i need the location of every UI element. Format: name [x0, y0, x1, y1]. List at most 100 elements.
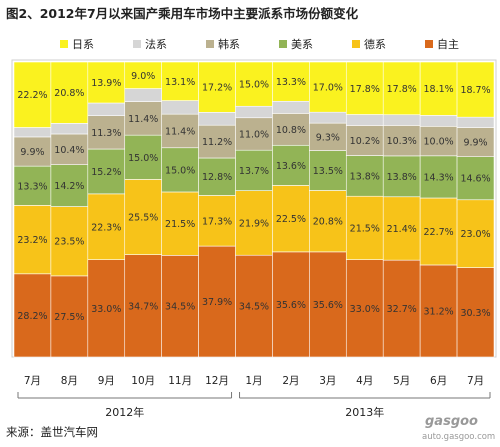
data-label-series-3-2: 11.3%: [91, 128, 121, 139]
x-tick-label-7: 2月: [282, 375, 299, 387]
data-label-series-3-8: 9.3%: [316, 132, 340, 143]
data-label-series-1-7: 22.5%: [276, 214, 306, 225]
bar-segment-series-5-6: [235, 61, 273, 107]
data-label-series-2-0: 13.3%: [17, 181, 47, 192]
legend-swatch-series-1: [352, 40, 360, 48]
year-group-label-0: 2012年: [105, 405, 144, 419]
bar-segment-series-1-11: [419, 197, 458, 266]
data-label-series-0-1: 27.5%: [54, 312, 84, 323]
bar-segment-series-2-4: [161, 147, 199, 193]
data-label-series-5-3: 9.0%: [131, 71, 155, 82]
x-tick-label-11: 6月: [430, 375, 447, 387]
data-label-series-2-7: 13.6%: [276, 161, 306, 172]
data-label-series-1-6: 21.9%: [239, 218, 269, 229]
bar-segment-series-3-8: [309, 122, 347, 151]
bar-segment-series-1-1: [50, 206, 89, 277]
bar-segment-series-0-8: [309, 251, 347, 358]
bar-segment-series-5-2: [87, 61, 126, 104]
data-label-series-3-3: 11.4%: [128, 114, 158, 125]
bar-segment-series-4-10: [382, 114, 421, 126]
data-label-series-5-12: 18.7%: [460, 85, 490, 96]
bar-segment-series-3-1: [50, 133, 89, 165]
x-tick-label-1: 8月: [61, 375, 78, 387]
bar-segment-series-5-4: [161, 61, 199, 101]
data-label-series-3-11: 10.0%: [424, 137, 454, 148]
bar-segment-series-2-7: [272, 144, 310, 186]
bar-segment-series-1-2: [87, 193, 126, 260]
data-label-series-1-0: 23.2%: [17, 235, 47, 246]
data-label-series-2-10: 13.8%: [387, 172, 417, 183]
x-tick-label-12: 7月: [467, 375, 484, 387]
data-label-series-2-3: 15.0%: [128, 153, 158, 164]
data-label-series-5-11: 18.1%: [424, 84, 454, 95]
legend-swatch-series-2: [279, 40, 287, 48]
bar-segment-series-5-12: [456, 61, 495, 118]
bar-segment-series-5-0: [13, 61, 52, 128]
bar-segment-series-4-0: [13, 127, 52, 138]
legend-label-series-4: 法系: [145, 37, 167, 51]
data-label-series-2-2: 15.2%: [91, 167, 121, 178]
bar-segment-series-5-1: [50, 61, 89, 124]
data-label-series-1-11: 22.7%: [424, 227, 454, 238]
data-label-series-0-8: 35.6%: [313, 300, 343, 311]
legend-swatch-series-0: [425, 40, 433, 48]
bar-segment-series-4-1: [50, 123, 89, 135]
bar-segment-series-4-11: [419, 115, 458, 127]
data-label-series-5-6: 15.0%: [239, 80, 269, 91]
bar-segment-series-0-5: [198, 245, 236, 358]
data-label-series-1-9: 21.5%: [350, 223, 380, 234]
legend-swatch-series-5: [60, 40, 68, 48]
legend-label-series-3: 韩系: [218, 37, 240, 51]
year-group-label-1: 2013年: [345, 405, 384, 419]
bar-segment-series-0-6: [235, 254, 273, 358]
data-label-series-5-9: 17.8%: [350, 84, 380, 95]
data-label-series-1-2: 22.3%: [91, 222, 121, 233]
legend-label-series-1: 德系: [364, 37, 386, 51]
x-tick-label-8: 3月: [319, 375, 336, 387]
bar-segment-series-4-2: [87, 102, 126, 116]
data-label-series-0-4: 34.5%: [165, 302, 195, 313]
bar-segment-series-3-2: [87, 115, 126, 150]
bar-segment-series-3-10: [382, 125, 421, 157]
bar-segment-series-4-9: [345, 114, 384, 126]
data-label-series-3-7: 10.8%: [276, 125, 306, 136]
data-label-series-1-4: 21.5%: [165, 219, 195, 230]
data-label-series-2-11: 14.3%: [424, 172, 454, 183]
bar-segment-series-3-5: [198, 124, 236, 159]
data-label-series-5-7: 13.3%: [276, 77, 306, 88]
data-label-series-2-4: 15.0%: [165, 165, 195, 176]
bar-segment-series-1-10: [382, 196, 421, 261]
bar-segment-series-4-8: [309, 111, 347, 124]
data-label-series-0-2: 33.0%: [91, 304, 121, 315]
source-note: 来源：盖世汽车网: [6, 425, 98, 439]
bar-segment-series-1-3: [124, 179, 163, 255]
bar-segment-series-2-8: [309, 150, 347, 191]
bar-segment-series-5-8: [309, 61, 347, 113]
data-label-series-3-9: 10.2%: [350, 136, 380, 147]
bar-segment-series-3-7: [272, 113, 310, 146]
data-label-series-1-10: 21.4%: [387, 224, 417, 235]
bar-segment-series-0-0: [13, 273, 52, 358]
data-label-series-5-1: 20.8%: [54, 88, 84, 99]
data-label-series-1-1: 23.5%: [54, 237, 84, 248]
bar-segment-series-1-12: [456, 199, 495, 268]
legend-swatch-series-3: [206, 40, 214, 48]
data-label-series-1-3: 25.5%: [128, 213, 158, 224]
bar-segment-series-0-12: [456, 267, 495, 358]
bar-segment-series-2-2: [87, 148, 126, 195]
x-tick-label-9: 4月: [356, 375, 373, 387]
data-label-series-2-12: 14.6%: [460, 174, 490, 185]
bar-segment-series-4-7: [272, 100, 310, 114]
bar-segment-series-3-11: [419, 126, 458, 157]
bar-segment-series-0-4: [161, 255, 199, 358]
bar-segment-series-2-12: [456, 156, 495, 201]
legend-label-series-2: 美系: [291, 38, 313, 51]
data-label-series-5-0: 22.2%: [17, 90, 47, 101]
legend-label-series-5: 日系: [72, 38, 94, 51]
bar-segment-series-5-9: [345, 61, 384, 115]
data-label-series-3-6: 11.0%: [239, 129, 269, 140]
bar-segment-series-1-7: [272, 185, 310, 253]
data-label-series-0-11: 31.2%: [424, 306, 454, 317]
x-tick-label-6: 1月: [245, 375, 262, 387]
bar-segment-series-2-3: [124, 134, 163, 180]
